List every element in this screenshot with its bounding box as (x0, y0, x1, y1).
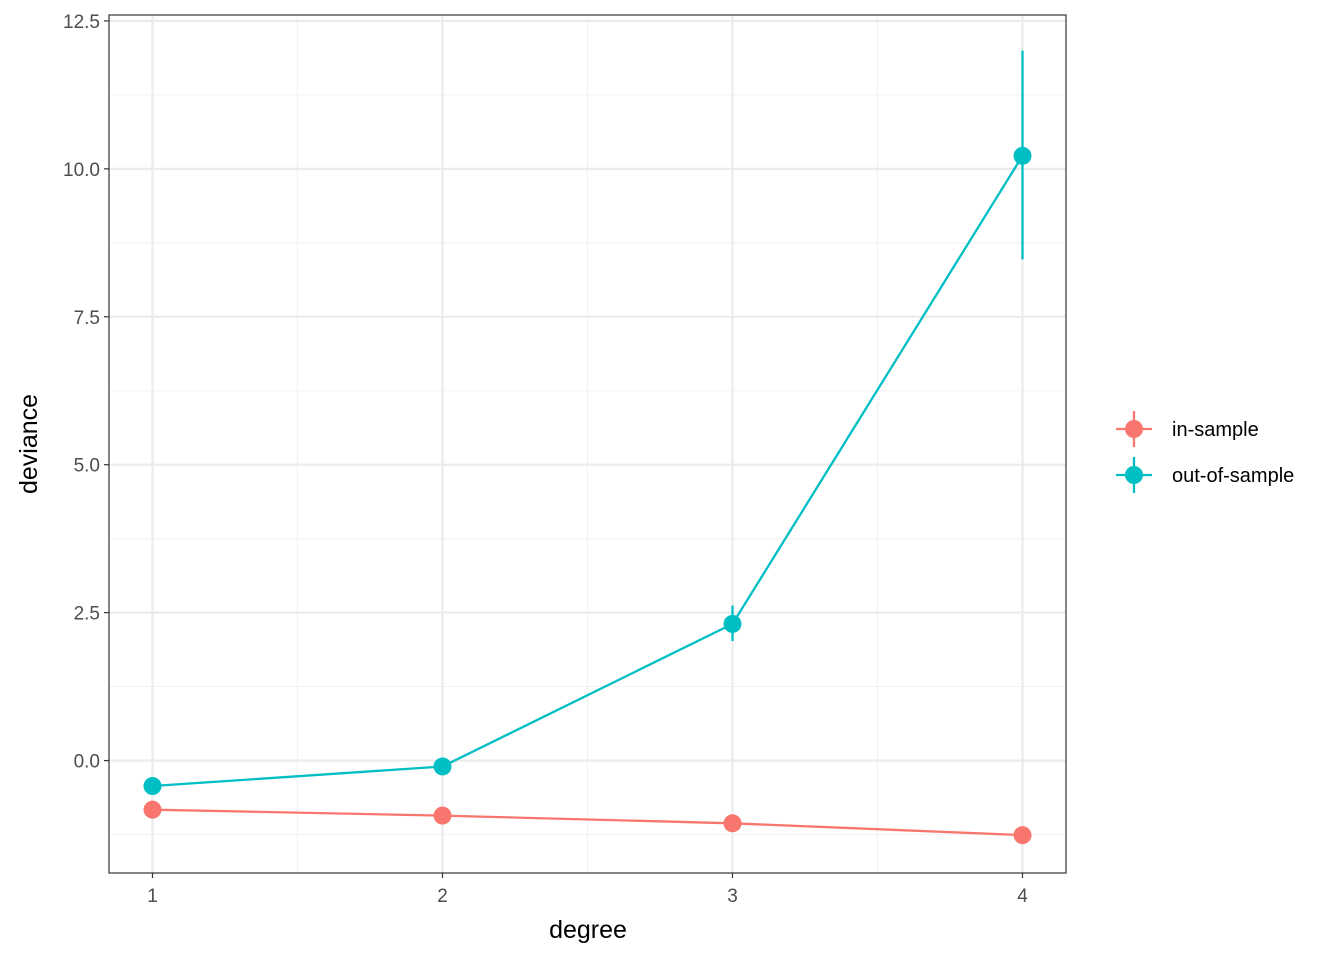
legend-key-point (1125, 466, 1143, 484)
major-gridlines (109, 15, 1066, 873)
y-axis: 0.0 2.5 5.0 7.5 10.0 12.5 (63, 12, 109, 773)
data-point (723, 814, 742, 833)
data-point (1013, 826, 1032, 845)
minor-gridlines (109, 15, 1066, 873)
x-axis-title: degree (549, 916, 627, 944)
series-out-of-sample (143, 50, 1032, 796)
data-point (143, 800, 162, 819)
data-point (1013, 146, 1032, 165)
y-tick-label: 2.5 (74, 604, 100, 625)
series-in-sample (143, 800, 1032, 845)
data-point (433, 757, 452, 776)
series-layer (143, 50, 1032, 845)
series-line (152, 808, 1023, 837)
y-tick-label: 5.0 (74, 456, 100, 477)
y-tick-label: 7.5 (74, 308, 100, 329)
legend-label: in-sample (1172, 419, 1259, 441)
legend-label: out-of-sample (1172, 465, 1294, 487)
legend-item-in-sample: in-sample (1116, 411, 1259, 447)
data-point (143, 777, 162, 796)
x-tick-label: 1 (147, 886, 158, 907)
x-axis: 1 2 3 4 (147, 873, 1028, 907)
panel-border (108, 14, 1067, 874)
legend: in-sample out-of-sample (1116, 411, 1294, 493)
data-point (433, 806, 452, 825)
x-tick-label: 3 (727, 886, 738, 907)
series-line (152, 155, 1024, 788)
y-axis-title: deviance (15, 394, 43, 494)
x-tick-label: 4 (1017, 886, 1028, 907)
y-tick-label: 10.0 (63, 160, 100, 181)
legend-key-point (1125, 420, 1143, 438)
x-tick-label: 2 (437, 886, 448, 907)
y-tick-label: 12.5 (63, 12, 100, 33)
data-point (723, 614, 742, 633)
plot-panel (108, 14, 1067, 874)
y-tick-label: 0.0 (74, 752, 100, 773)
legend-item-out-of-sample: out-of-sample (1116, 457, 1294, 493)
